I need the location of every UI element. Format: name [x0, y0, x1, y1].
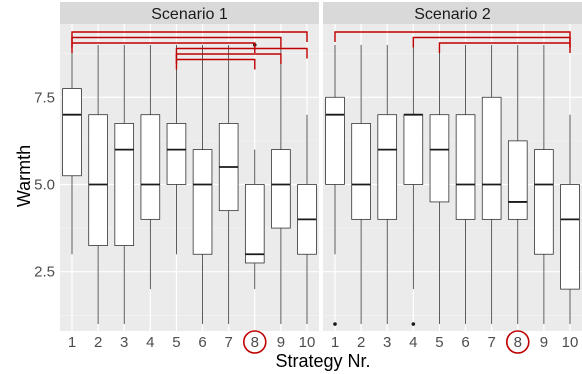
box-2 [88, 44, 108, 325]
box-3 [114, 44, 135, 325]
box-3 [377, 44, 398, 325]
box-body [192, 149, 213, 255]
x-tick-label: 8 [251, 334, 259, 351]
box-body [377, 114, 398, 220]
x-tick-label: 4 [146, 334, 154, 351]
x-tick-label: 8 [514, 334, 522, 351]
significance-bracket [175, 58, 256, 70]
box-body [429, 114, 450, 203]
x-tick-label: 10 [562, 334, 579, 351]
y-tick-label: 5.0 [34, 176, 55, 193]
box-body [166, 123, 187, 185]
highlight-circle [242, 330, 267, 354]
box-body [325, 96, 345, 185]
facet-strip [60, 2, 319, 24]
x-tick-label: 3 [383, 334, 391, 351]
x-tick-label: 6 [198, 334, 206, 351]
x-tick-label: 4 [409, 334, 417, 351]
facet-title: Scenario 2 [414, 6, 491, 23]
box-body [481, 96, 502, 220]
x-tick-label: 2 [357, 334, 365, 351]
box-body [62, 88, 82, 177]
box-9 [271, 44, 291, 325]
box-8 [244, 43, 265, 290]
box-2 [351, 44, 371, 325]
box-body [244, 184, 265, 264]
panel-1: Scenario 1 1 2 3 4 5 6 7 8 9 10 [60, 2, 319, 354]
x-tick-label: 2 [94, 334, 102, 351]
box-body [560, 184, 580, 290]
box-6 [455, 44, 476, 325]
box-body [534, 149, 554, 255]
box-body [114, 123, 135, 246]
box-body [403, 114, 424, 185]
x-tick-label: 1 [331, 334, 339, 351]
box-body [351, 123, 371, 220]
box-body [88, 114, 108, 246]
axis-layer: Warmth Strategy Nr. 2.5 5.0 7.5 [14, 89, 371, 371]
x-tick-label: 10 [299, 334, 316, 351]
box-10 [297, 114, 317, 325]
significance-bracket [438, 42, 571, 53]
box-1 [325, 44, 345, 326]
x-tick-label: 3 [120, 334, 128, 351]
y-axis-title: Warmth [14, 145, 34, 207]
outlier-point [411, 322, 416, 326]
box-body [140, 114, 161, 220]
y-tick-label: 2.5 [34, 264, 55, 281]
outlier-point [333, 322, 337, 326]
facet-title: Scenario 1 [151, 6, 228, 23]
y-tick-label: 7.5 [34, 89, 55, 106]
box-7 [218, 44, 239, 325]
x-tick-label: 5 [435, 334, 443, 351]
box-body [271, 149, 291, 229]
highlight-circle [505, 330, 530, 354]
panels-layer: Scenario 1 1 2 3 4 5 6 7 8 9 10 Scenario 2 1 2 3 4 5 6 7 8 9… [60, 2, 582, 354]
box-7 [481, 44, 502, 325]
box-10 [560, 114, 580, 325]
x-tick-label: 6 [461, 334, 469, 351]
x-tick-label: 7 [487, 334, 495, 351]
box-4 [140, 44, 161, 290]
x-tick-label: 9 [277, 334, 285, 351]
box-4 [403, 44, 424, 326]
x-tick-label: 1 [68, 334, 76, 351]
x-tick-label: 5 [172, 334, 180, 351]
box-8 [507, 44, 528, 325]
x-tick-label: 7 [224, 334, 232, 351]
box-body [507, 140, 528, 220]
x-tick-label: 9 [540, 334, 548, 351]
box-5 [429, 44, 450, 325]
box-9 [534, 44, 554, 325]
box-body [455, 114, 476, 220]
facet-strip [323, 2, 582, 24]
panel-2: Scenario 2 1 2 3 4 5 6 7 8 9 10 [323, 2, 582, 354]
box-6 [192, 44, 213, 325]
x-axis-title: Strategy Nr. [275, 351, 370, 371]
